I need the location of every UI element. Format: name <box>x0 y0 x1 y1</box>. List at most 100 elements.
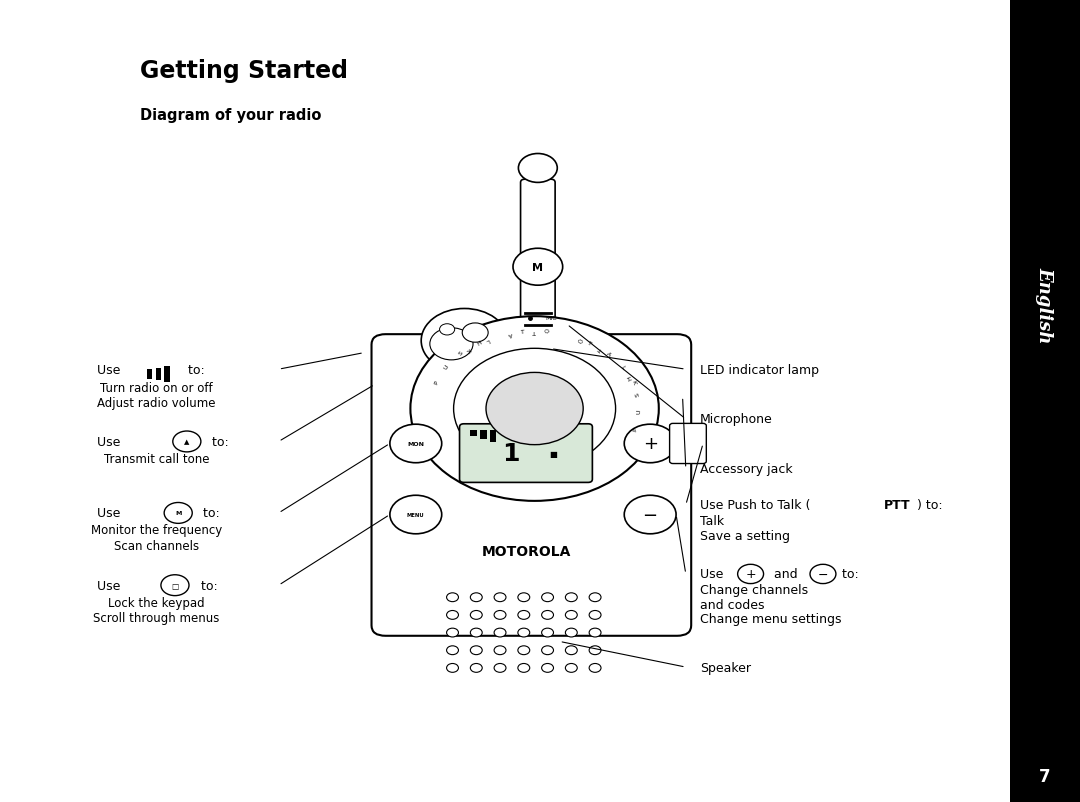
Text: Scan channels: Scan channels <box>114 539 199 552</box>
Text: Microphone: Microphone <box>700 413 772 426</box>
Text: K: K <box>630 379 636 385</box>
Text: and: and <box>770 568 801 581</box>
Text: Use Push to Talk (: Use Push to Talk ( <box>700 499 810 512</box>
Text: T: T <box>597 346 604 352</box>
Circle shape <box>517 629 530 637</box>
Text: P: P <box>433 380 440 385</box>
Circle shape <box>494 646 505 654</box>
Circle shape <box>566 593 577 602</box>
Circle shape <box>447 611 459 619</box>
FancyBboxPatch shape <box>670 423 706 464</box>
Text: H: H <box>626 374 633 380</box>
Circle shape <box>447 629 459 637</box>
Circle shape <box>589 629 600 637</box>
Text: Use: Use <box>97 579 124 592</box>
Text: PTT: PTT <box>883 499 910 512</box>
Text: Monitor the frequency: Monitor the frequency <box>91 524 222 537</box>
Circle shape <box>494 664 505 672</box>
Text: U: U <box>637 409 642 414</box>
Circle shape <box>471 629 483 637</box>
Circle shape <box>494 611 505 619</box>
Circle shape <box>589 664 600 672</box>
Text: LED indicator lamp: LED indicator lamp <box>700 363 819 376</box>
Text: 7: 7 <box>1039 767 1051 784</box>
Text: ▲: ▲ <box>185 439 189 445</box>
Text: T: T <box>531 329 536 334</box>
FancyBboxPatch shape <box>460 424 592 483</box>
FancyBboxPatch shape <box>521 180 555 350</box>
Text: Adjust radio volume: Adjust radio volume <box>97 397 216 410</box>
Text: to:: to: <box>197 579 217 592</box>
Circle shape <box>447 593 459 602</box>
Text: to:: to: <box>184 363 204 376</box>
Text: Speaker: Speaker <box>700 661 751 674</box>
Text: Use: Use <box>97 363 124 376</box>
Text: English: English <box>1036 266 1054 343</box>
Circle shape <box>542 646 554 654</box>
Text: to:: to: <box>838 568 859 581</box>
Circle shape <box>421 309 508 373</box>
Text: P: P <box>633 427 638 431</box>
Circle shape <box>738 565 764 584</box>
Text: Talk: Talk <box>700 514 724 527</box>
Circle shape <box>513 249 563 286</box>
Circle shape <box>390 496 442 534</box>
Text: Change channels: Change channels <box>700 583 808 596</box>
Text: 1: 1 <box>502 442 519 465</box>
Circle shape <box>542 611 554 619</box>
Circle shape <box>447 646 459 654</box>
Text: S: S <box>458 350 464 357</box>
Circle shape <box>517 646 530 654</box>
Text: Use: Use <box>700 568 727 581</box>
Text: Change menu settings: Change menu settings <box>700 613 841 626</box>
Text: M: M <box>532 262 543 273</box>
Circle shape <box>589 646 600 654</box>
Circle shape <box>471 593 483 602</box>
Circle shape <box>454 349 616 469</box>
Text: MON: MON <box>407 441 424 447</box>
Circle shape <box>518 154 557 183</box>
Text: □: □ <box>172 581 178 590</box>
FancyBboxPatch shape <box>372 334 691 636</box>
Text: ■: ■ <box>550 449 557 458</box>
Text: Scroll through menus: Scroll through menus <box>93 611 220 624</box>
Text: Use: Use <box>97 435 124 448</box>
Text: L: L <box>620 364 625 370</box>
Circle shape <box>486 373 583 445</box>
Text: +: + <box>745 568 756 581</box>
Text: MENU: MENU <box>407 512 424 517</box>
Text: M: M <box>175 511 181 516</box>
Text: MOTOROLA: MOTOROLA <box>482 545 570 559</box>
Text: S: S <box>634 391 640 396</box>
Text: Accessory jack: Accessory jack <box>700 463 793 476</box>
Text: U: U <box>443 364 449 371</box>
Text: −: − <box>818 568 828 581</box>
Circle shape <box>566 664 577 672</box>
Circle shape <box>810 565 836 584</box>
Circle shape <box>589 611 600 619</box>
Text: to:: to: <box>208 435 229 448</box>
Text: O: O <box>577 336 583 342</box>
Text: O: O <box>543 329 549 334</box>
Circle shape <box>471 611 483 619</box>
Circle shape <box>494 629 505 637</box>
Text: L: L <box>485 337 490 342</box>
Text: Turn radio on or off: Turn radio on or off <box>100 382 213 395</box>
Circle shape <box>542 664 554 672</box>
Text: H: H <box>476 339 483 346</box>
Circle shape <box>440 324 455 335</box>
Circle shape <box>517 593 530 602</box>
Circle shape <box>471 646 483 654</box>
Text: MIC: MIC <box>545 316 557 321</box>
Circle shape <box>462 323 488 342</box>
Circle shape <box>390 425 442 463</box>
Text: Save a setting: Save a setting <box>700 529 789 542</box>
Circle shape <box>447 664 459 672</box>
FancyBboxPatch shape <box>1010 0 1080 802</box>
Text: T: T <box>521 329 525 334</box>
Text: to:: to: <box>199 507 219 520</box>
Circle shape <box>566 646 577 654</box>
Circle shape <box>566 629 577 637</box>
Bar <box>147 370 152 379</box>
Bar <box>480 431 486 439</box>
